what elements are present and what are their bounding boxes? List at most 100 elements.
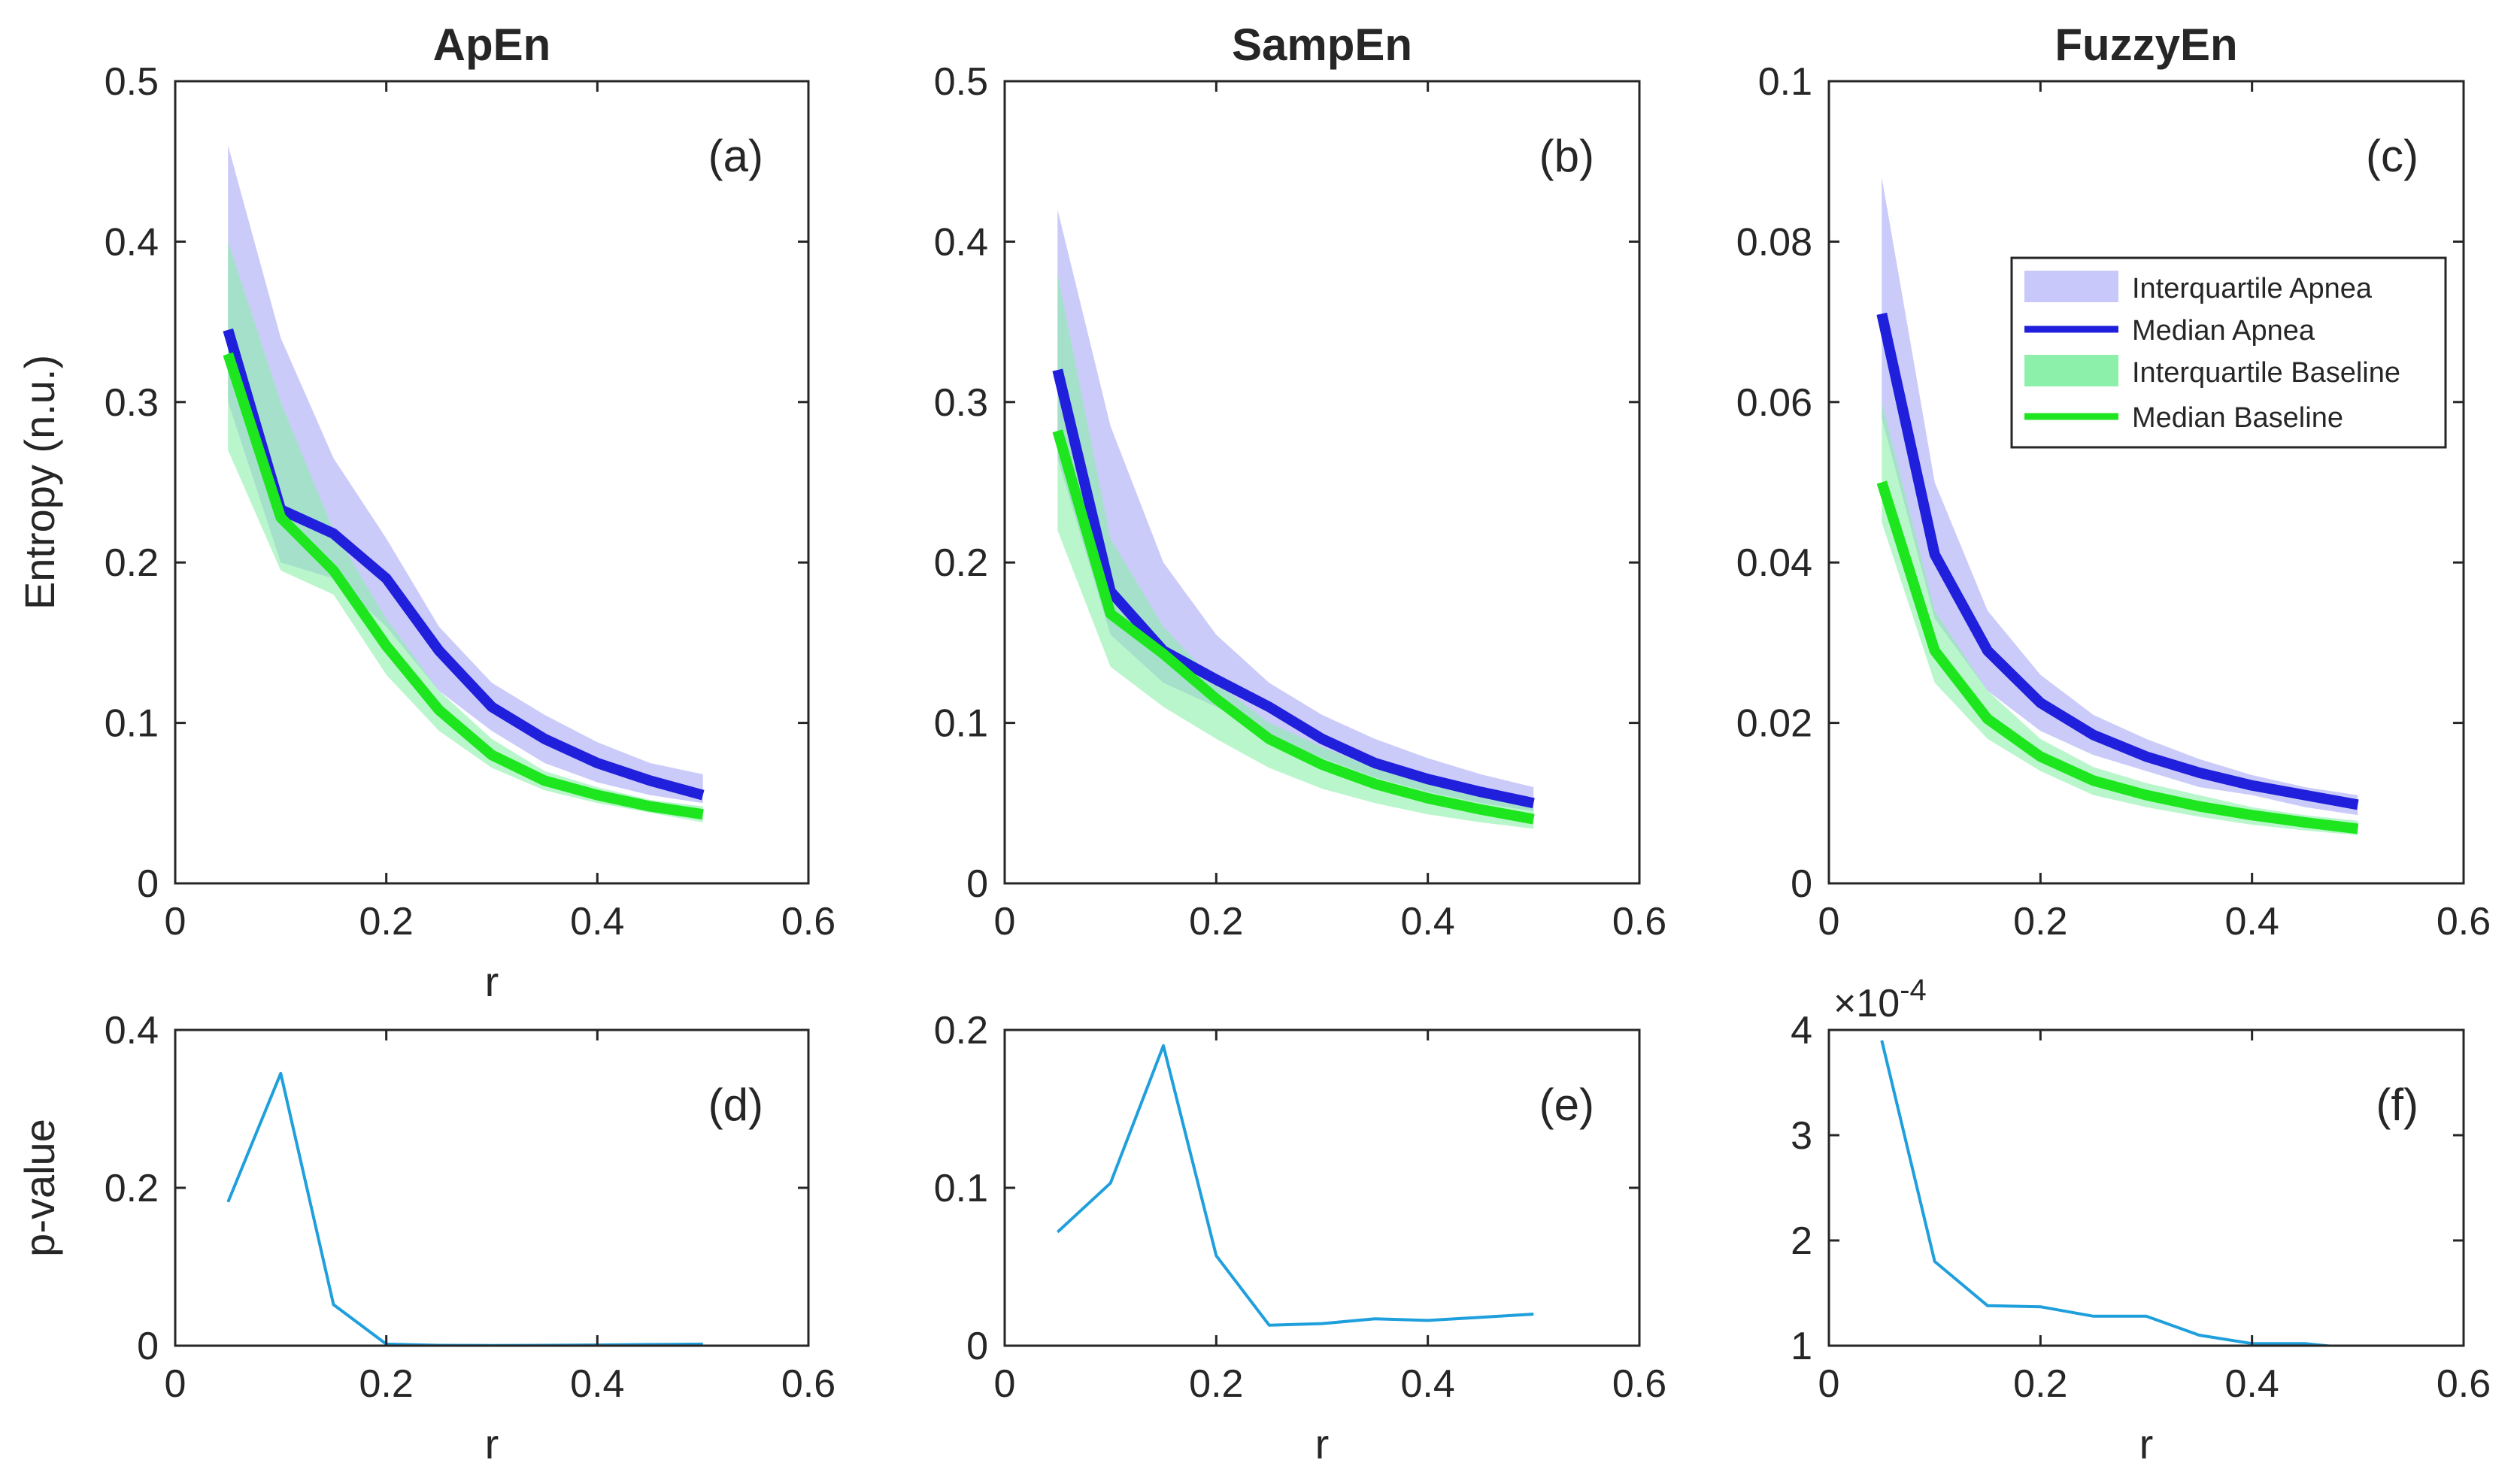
panel-b: 0 0.2 0.4 0.6 0 0.1 0.2 0.3 0.4 0.5 SampEn (b) — [934, 20, 1666, 943]
y-tick-label: 0.5 — [105, 60, 159, 104]
series-pvalue-line — [1880, 1040, 2342, 1346]
y-tick-label: 0.02 — [1736, 702, 1812, 746]
y-tick-label: 0.1 — [934, 1167, 988, 1210]
x-tick-label: 0.2 — [2013, 900, 2067, 943]
y-tick-label: 0.4 — [105, 220, 159, 264]
panel-label: (d) — [708, 1080, 763, 1130]
panel-label: (c) — [2366, 131, 2418, 181]
y-axis-label: Entropy (n.u.) — [16, 355, 63, 610]
axes-box — [1827, 80, 2465, 885]
x-tick-label: 0.4 — [570, 1362, 624, 1406]
x-tick-label: 0 — [1818, 900, 1840, 943]
y-tick-label: 0.04 — [1736, 541, 1812, 585]
axes-box — [174, 80, 810, 885]
x-tick-label: 0 — [165, 900, 186, 943]
legend: Interquartile Apnea Median Apnea Interqu… — [2010, 256, 2447, 449]
y-tick-label: 0.1 — [1758, 60, 1812, 104]
y-tick-label: 1 — [1791, 1325, 1812, 1368]
x-axis-label: r — [2139, 1420, 2154, 1467]
panel-c: 0 0.2 0.4 0.6 0 0.02 0.04 0.06 0.08 0.1 FuzzyEn (c) — [1736, 20, 2491, 943]
y-axis-label: p-value — [16, 1119, 63, 1257]
x-tick-label: 0 — [994, 1362, 1016, 1406]
y-tick-label: 0 — [1791, 862, 1812, 906]
x-axis-label: r — [485, 958, 499, 1005]
y-tick-label: 0.4 — [934, 220, 988, 264]
x-tick-label: 0.2 — [359, 900, 414, 943]
x-tick-label: 0.4 — [1401, 1362, 1455, 1406]
plot-area — [226, 1071, 703, 1346]
x-tick-label: 0 — [994, 900, 1016, 943]
panel-title: SampEn — [1232, 20, 1412, 70]
panel-label: (e) — [1539, 1080, 1594, 1130]
x-tick-label: 0.6 — [2437, 900, 2491, 943]
y-tick-label: 0.1 — [105, 702, 159, 746]
x-tick-label: 0 — [1818, 1362, 1840, 1406]
x-tick-label: 0 — [165, 1362, 186, 1406]
y-tick-label: 0.2 — [105, 1167, 159, 1210]
x-tick-label: 0.6 — [1612, 900, 1666, 943]
series-pvalue-line — [1056, 1044, 1534, 1327]
plot-area — [1052, 209, 1535, 829]
x-tick-label: 0.4 — [570, 900, 624, 943]
series-baseline-line — [223, 352, 704, 820]
x-tick-label: 0.4 — [2225, 900, 2279, 943]
y-tick-label: 0.2 — [105, 541, 159, 585]
legend-label: Interquartile Apnea — [2132, 273, 2373, 304]
y-tick-label: 4 — [1791, 1009, 1812, 1052]
y-tick-label: 0.06 — [1736, 381, 1812, 425]
panel-label: (a) — [708, 131, 763, 181]
y-tick-label: 0 — [966, 1325, 988, 1368]
series-baseline-line — [1876, 480, 2359, 834]
axes-box — [174, 1028, 810, 1347]
x-tick-label: 0.6 — [781, 900, 835, 943]
y-tick-label: 0 — [137, 1325, 159, 1368]
y-tick-label: 0.08 — [1736, 220, 1812, 264]
panel-title: ApEn — [433, 20, 551, 70]
x-tick-label: 0.2 — [2013, 1362, 2067, 1406]
y-tick-label: 0.2 — [934, 541, 988, 585]
panel-label: (f) — [2376, 1080, 2418, 1130]
y-tick-label: 0.5 — [934, 60, 988, 104]
legend-label: Median Apnea — [2132, 315, 2315, 347]
series-pvalue-line — [226, 1071, 703, 1346]
y-axis-exponent: ×10-4 — [1833, 974, 1927, 1025]
plot-area — [1056, 1044, 1534, 1327]
plot-area — [1880, 1040, 2342, 1346]
x-axis-label: r — [1315, 1420, 1330, 1467]
plot-area — [1876, 177, 2359, 835]
series-baseline-band — [1057, 274, 1534, 829]
y-tick-label: 0.2 — [934, 1009, 988, 1052]
series-apnea-band — [1882, 177, 2358, 816]
y-tick-label: 0.4 — [105, 1009, 159, 1052]
series-apnea-line — [223, 328, 705, 801]
x-tick-label: 0.2 — [1189, 900, 1243, 943]
axes-box — [1003, 1028, 1641, 1347]
axes-box — [1003, 80, 1641, 885]
x-tick-label: 0.6 — [2437, 1362, 2491, 1406]
panel-d: 0 0.2 0.4 0.6 0 0.2 0.4 (d) r p-value — [16, 1009, 835, 1467]
x-tick-label: 0.6 — [781, 1362, 835, 1406]
y-tick-label: 2 — [1791, 1219, 1812, 1263]
y-tick-label: 0 — [966, 862, 988, 906]
panel-e: 0 0.2 0.4 0.6 0 0.1 0.2 (e) r — [934, 1009, 1666, 1467]
y-tick-label: 0.3 — [934, 381, 988, 425]
y-tick-label: 0.3 — [105, 381, 159, 425]
x-tick-label: 0.2 — [1189, 1362, 1243, 1406]
x-tick-label: 0.4 — [2225, 1362, 2279, 1406]
panel-f: 0 0.2 0.4 0.6 1 2 3 4 (f) r ×10-4 — [1791, 974, 2491, 1467]
x-axis-label: r — [485, 1420, 499, 1467]
y-tick-label: 3 — [1791, 1114, 1812, 1158]
x-tick-label: 0.4 — [1401, 900, 1455, 943]
x-tick-label: 0.2 — [359, 1362, 414, 1406]
panel-title: FuzzyEn — [2055, 20, 2237, 70]
legend-label: Interquartile Baseline — [2132, 357, 2400, 389]
panel-a: 0 0.2 0.4 0.6 0 0.1 0.2 0.3 0.4 0.5 ApEn (a) r Entrop… — [16, 20, 835, 1005]
panel-label: (b) — [1539, 131, 1594, 181]
series-apnea-line — [1876, 312, 2359, 810]
series-apnea-line — [1052, 368, 1535, 809]
axes-box — [1827, 1028, 2465, 1347]
legend-swatch-apnea-band — [2024, 271, 2118, 302]
y-tick-label: 0 — [137, 862, 159, 906]
plot-area — [223, 145, 705, 822]
